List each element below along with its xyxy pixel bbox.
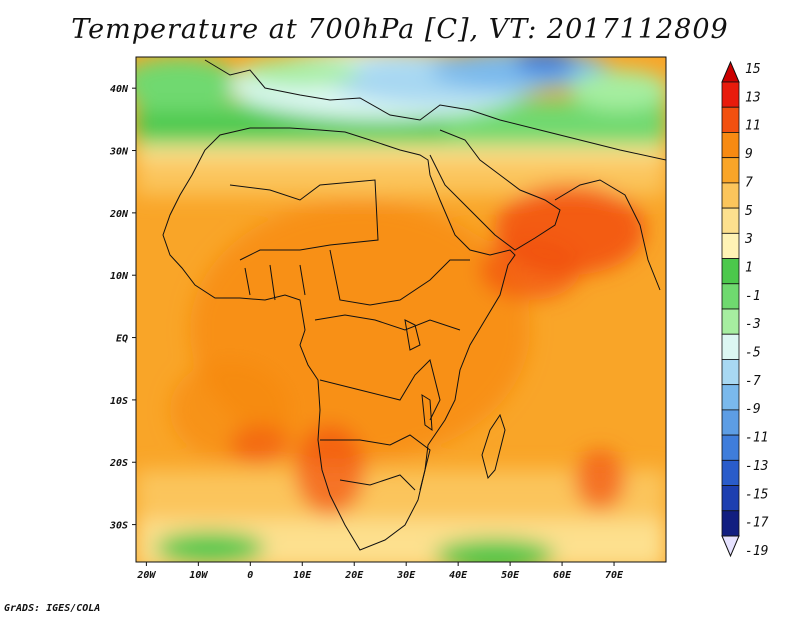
colorbar-swatch bbox=[721, 384, 740, 411]
x-tick-label: 40E bbox=[449, 570, 468, 581]
x-tick-label: 60E bbox=[553, 570, 572, 581]
x-axis: 20W 10W 0 10E 20E 30E 40E 50E 60E 70E bbox=[136, 562, 624, 581]
colorbar-label: 9 bbox=[745, 147, 753, 162]
colorbar-label: 1 bbox=[745, 260, 753, 275]
colorbar-label: 5 bbox=[745, 204, 753, 219]
colorbar-swatch bbox=[721, 359, 740, 386]
y-tick-label: EQ bbox=[116, 334, 128, 345]
colorbar-label: -3 bbox=[745, 317, 761, 332]
colorbar-label: 15 bbox=[745, 62, 761, 77]
y-tick-label: 40N bbox=[110, 84, 129, 95]
colorbar-label: -9 bbox=[745, 402, 761, 417]
colorbar-swatch bbox=[721, 157, 740, 184]
x-tick-label: 20E bbox=[344, 570, 364, 581]
colorbar-swatch bbox=[721, 232, 740, 259]
x-tick-label: 10E bbox=[293, 570, 312, 581]
y-tick-label: 20N bbox=[109, 209, 129, 220]
credit-label: GrADS: IGES/COLA bbox=[4, 603, 101, 614]
colorbar-swatch bbox=[721, 459, 740, 486]
colorbar-swatch bbox=[721, 308, 740, 335]
y-tick-label: 10S bbox=[110, 396, 128, 407]
colorbar-label: 3 bbox=[744, 232, 753, 247]
x-tick-label: 30E bbox=[396, 570, 416, 581]
colorbar-swatch bbox=[721, 283, 740, 310]
map-title: Temperature at 700hPa [C], VT: 201711280… bbox=[71, 14, 729, 45]
colorbar-label: -17 bbox=[745, 516, 769, 531]
y-tick-label: 30S bbox=[109, 521, 128, 532]
colorbar-label: -1 bbox=[745, 289, 761, 304]
colorbar-label: -19 bbox=[745, 544, 768, 559]
colorbar-swatch bbox=[721, 132, 740, 159]
colorbar-swatch bbox=[721, 258, 740, 285]
colorbar-swatch bbox=[721, 106, 740, 133]
colorbar-label: 7 bbox=[745, 175, 753, 190]
y-tick-label: 10N bbox=[110, 271, 129, 282]
colorbar-top-arrow bbox=[721, 60, 740, 83]
map-frame bbox=[135, 56, 667, 563]
colorbar-swatch bbox=[721, 510, 740, 537]
colorbar-label: -13 bbox=[745, 459, 768, 474]
y-tick-label: 20S bbox=[109, 458, 128, 469]
colorbar-label: 11 bbox=[745, 119, 761, 134]
colorbar-swatch bbox=[721, 81, 740, 108]
x-tick-label: 10W bbox=[189, 570, 208, 581]
colorbar-label: -15 bbox=[745, 487, 769, 502]
y-axis: 40N 30N 20N 10N EQ 10S 20S 30S bbox=[109, 84, 136, 532]
x-tick-label: 70E bbox=[605, 570, 624, 581]
y-tick-label: 30N bbox=[109, 147, 129, 158]
colorbar-swatch bbox=[721, 182, 740, 209]
temperature-field bbox=[136, 57, 666, 562]
colorbar-label: -5 bbox=[745, 346, 761, 361]
colorbar: 15 13 11 9 7 5 3 1 -1 -3 -5 -7 -9 -11 -13 -15 -17 -19 bbox=[721, 60, 769, 559]
x-tick-label: 50E bbox=[501, 570, 520, 581]
colorbar-swatch bbox=[721, 434, 740, 461]
colorbar-bottom-arrow bbox=[721, 535, 740, 558]
x-tick-label: 0 bbox=[247, 570, 253, 581]
colorbar-label: 13 bbox=[745, 90, 761, 105]
colorbar-swatch bbox=[721, 333, 740, 360]
colorbar-swatch bbox=[721, 485, 740, 512]
colorbar-label: -11 bbox=[745, 431, 768, 446]
x-tick-label: 20W bbox=[136, 570, 156, 581]
coastlines bbox=[162, 59, 666, 551]
colorbar-label: -7 bbox=[745, 374, 761, 389]
colorbar-swatch bbox=[721, 409, 740, 436]
colorbar-swatch bbox=[721, 207, 740, 234]
